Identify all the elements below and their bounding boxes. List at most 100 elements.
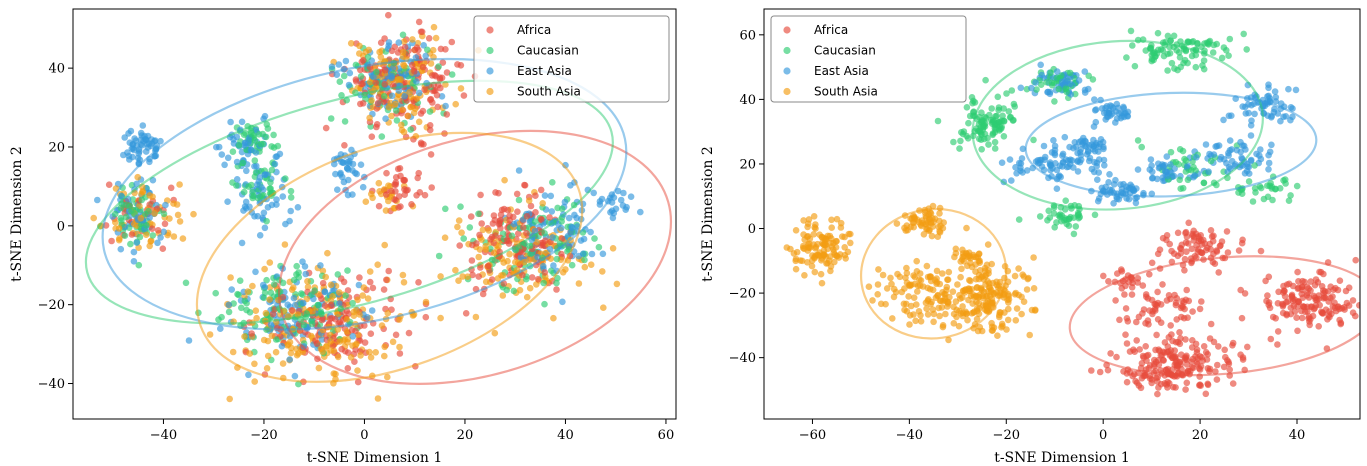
scatter-point-africa [1311, 281, 1319, 289]
y-axis-label: t-SNE Dimension 2 [9, 146, 25, 282]
scatter-point-south-asia [288, 286, 296, 294]
scatter-point-east-asia [335, 61, 343, 68]
scatter-point-caucasian [1036, 213, 1044, 220]
scatter-point-caucasian [407, 126, 415, 133]
scatter-point-east-asia [998, 159, 1006, 166]
scatter-point-africa [1163, 366, 1170, 374]
scatter-point-africa [1116, 316, 1123, 324]
scatter-point-africa [434, 103, 442, 111]
scatter-point-africa [1112, 297, 1119, 304]
x-tick-label: −20 [250, 428, 277, 443]
scatter-point-south-asia [287, 349, 295, 357]
scatter-point-south-asia [516, 286, 524, 294]
scatter-point-east-asia [1271, 105, 1278, 113]
scatter-point-east-asia [118, 192, 125, 200]
scatter-point-east-asia [385, 39, 393, 46]
scatter-point-caucasian [969, 99, 976, 107]
scatter-point-east-asia [517, 254, 525, 261]
scatter-point-africa [1196, 305, 1204, 313]
legend-marker [486, 67, 494, 75]
scatter-point-south-asia [135, 244, 142, 251]
scatter-point-caucasian [508, 232, 516, 240]
scatter-point-africa [1229, 380, 1237, 387]
scatter-point-east-asia [117, 245, 125, 253]
scatter-point-south-asia [344, 339, 351, 346]
scatter-point-caucasian [1188, 38, 1196, 46]
scatter-point-africa [427, 96, 434, 104]
scatter-point-africa [392, 196, 399, 204]
scatter-point-east-asia [1247, 122, 1255, 129]
scatter-point-east-asia [1265, 159, 1273, 167]
scatter-point-africa [383, 169, 390, 177]
scatter-point-caucasian [1129, 42, 1136, 49]
scatter-point-caucasian [287, 187, 295, 195]
scatter-point-africa [1133, 318, 1140, 326]
scatter-point-caucasian [373, 68, 380, 76]
scatter-point-south-asia [936, 312, 943, 320]
scatter-point-africa [1174, 338, 1182, 346]
scatter-point-east-asia [1077, 137, 1085, 145]
scatter-point-south-asia [936, 217, 943, 225]
scatter-point-africa [1332, 307, 1340, 315]
scatter-point-africa [1352, 256, 1359, 264]
scatter-point-africa [413, 44, 421, 51]
scatter-point-caucasian [541, 300, 548, 308]
scatter-point-caucasian [457, 203, 464, 210]
scatter-point-caucasian [541, 230, 548, 237]
scatter-point-south-asia [227, 274, 234, 281]
scatter-point-caucasian [243, 306, 250, 314]
scatter-point-east-asia [442, 102, 449, 110]
axes-frame [72, 8, 677, 420]
scatter-point-south-asia [388, 112, 395, 120]
scatter-point-south-asia [479, 226, 487, 234]
scatter-point-caucasian [991, 145, 999, 152]
scatter-point-caucasian [239, 159, 247, 167]
scatter-point-caucasian [1072, 223, 1080, 230]
scatter-point-africa [1291, 308, 1299, 315]
scatter-point-east-asia [1094, 176, 1101, 183]
scatter-point-east-asia [1096, 140, 1104, 148]
scatter-point-south-asia [409, 36, 416, 43]
scatter-point-caucasian [1245, 178, 1253, 185]
scatter-point-east-asia [217, 325, 224, 333]
scatter-point-caucasian [1220, 44, 1228, 51]
scatter-point-caucasian [1070, 214, 1078, 221]
scatter-point-caucasian [314, 301, 322, 309]
scatter-point-east-asia [1040, 142, 1048, 150]
scatter-point-caucasian [1276, 185, 1284, 192]
scatter-point-caucasian [1167, 37, 1174, 44]
scatter-point-south-asia [982, 281, 989, 288]
scatter-point-east-asia [559, 298, 566, 306]
scatter-point-south-asia [315, 364, 323, 372]
scatter-point-africa [421, 191, 429, 199]
scatter-point-south-asia [397, 76, 404, 83]
scatter-point-south-asia [499, 272, 507, 279]
scatter-point-africa [1155, 346, 1162, 354]
scatter-point-caucasian [263, 276, 270, 284]
scatter-point-caucasian [1268, 185, 1275, 192]
scatter-point-africa [1310, 305, 1318, 313]
scatter-point-caucasian [1127, 27, 1135, 35]
scatter-point-east-asia [1220, 116, 1227, 124]
scatter-point-africa [426, 122, 434, 129]
scatter-point-south-asia [1015, 265, 1022, 272]
scatter-point-south-asia [893, 220, 901, 227]
scatter-point-africa [1294, 268, 1301, 276]
scatter-point-east-asia [321, 288, 329, 295]
scatter-point-africa [415, 169, 423, 177]
scatter-point-south-asia [933, 279, 941, 286]
scatter-point-south-asia [874, 281, 882, 288]
scatter-point-africa [1181, 267, 1188, 274]
scatter-point-caucasian [149, 232, 157, 239]
scatter-point-caucasian [1043, 78, 1050, 86]
scatter-point-south-asia [385, 103, 393, 111]
scatter-point-south-asia [376, 48, 383, 56]
scatter-point-east-asia [1058, 78, 1066, 86]
scatter-point-east-asia [1265, 166, 1272, 173]
scatter-point-africa [419, 107, 427, 115]
scatter-point-south-asia [801, 272, 808, 279]
scatter-point-south-asia [944, 276, 951, 284]
scatter-point-south-asia [399, 48, 407, 56]
scatter-point-south-asia [879, 271, 887, 279]
scatter-point-caucasian [1240, 30, 1247, 38]
